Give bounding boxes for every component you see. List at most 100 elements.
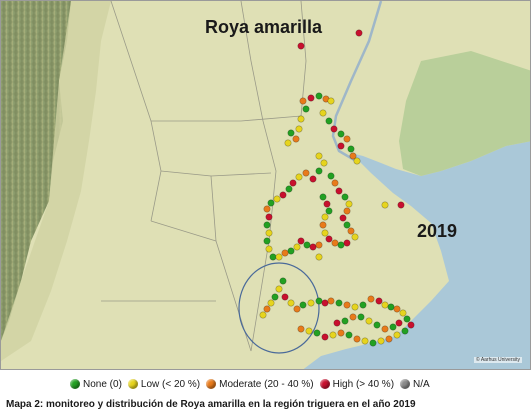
monitoring-point-none	[319, 193, 327, 201]
monitoring-point-low	[297, 115, 305, 123]
monitoring-point-moderate	[319, 221, 327, 229]
monitoring-point-low	[381, 301, 389, 309]
monitoring-point-low	[315, 152, 323, 160]
monitoring-point-none	[279, 277, 287, 285]
parana-river	[331, 1, 383, 163]
legend-dot-gray	[400, 379, 411, 389]
monitoring-point-none	[269, 253, 277, 261]
foothills	[1, 1, 111, 361]
monitoring-point-high	[297, 42, 305, 50]
monitoring-point-none	[343, 221, 351, 229]
monitoring-point-low	[267, 299, 275, 307]
legend: None (0) Low (< 20 %) Moderate (20 - 40 …	[70, 377, 450, 391]
monitoring-point-moderate	[349, 313, 357, 321]
monitoring-point-moderate	[393, 305, 401, 313]
monitoring-point-high	[281, 293, 289, 301]
monitoring-point-none	[287, 247, 295, 255]
monitoring-point-high	[309, 175, 317, 183]
legend-item-high: High (> 40 %)	[319, 378, 395, 390]
monitoring-point-none	[341, 317, 349, 325]
monitoring-point-low	[399, 309, 407, 317]
monitoring-point-high	[321, 299, 329, 307]
monitoring-point-none	[271, 293, 279, 301]
monitoring-point-high	[323, 200, 331, 208]
monitoring-point-high	[289, 179, 297, 187]
monitoring-point-none	[369, 339, 377, 347]
monitoring-point-low	[365, 317, 373, 325]
monitoring-point-none	[263, 237, 271, 245]
monitoring-point-moderate	[353, 335, 361, 343]
monitoring-point-high	[309, 243, 317, 251]
highlight-circle	[238, 262, 320, 354]
monitoring-point-low	[320, 159, 328, 167]
legend-label: N/A	[413, 378, 430, 390]
monitoring-point-none	[335, 299, 343, 307]
monitoring-point-low	[305, 327, 313, 335]
monitoring-point-low	[265, 245, 273, 253]
legend-item-low: Low (< 20 %)	[127, 378, 201, 390]
monitoring-point-low	[361, 337, 369, 345]
legend-item-none: None (0)	[70, 379, 122, 390]
monitoring-point-none	[327, 172, 335, 180]
monitoring-point-moderate	[347, 227, 355, 235]
monitoring-point-none	[315, 297, 323, 305]
monitoring-point-none	[315, 167, 323, 175]
monitoring-point-none	[325, 207, 333, 215]
legend-label: None (0)	[83, 378, 122, 390]
legend-label: Low (< 20 %)	[140, 378, 201, 390]
monitoring-point-low	[377, 337, 385, 345]
monitoring-point-low	[315, 253, 323, 261]
legend-item-na: N/A	[400, 379, 430, 390]
monitoring-point-low	[327, 97, 335, 105]
monitoring-point-moderate	[327, 297, 335, 305]
figure-caption: Mapa 2: monitoreo y distribución de Roya…	[6, 399, 416, 410]
monitoring-point-moderate	[343, 135, 351, 143]
monitoring-point-high	[355, 29, 363, 37]
monitoring-point-none	[313, 329, 321, 337]
monitoring-point-low	[351, 233, 359, 241]
monitoring-point-none	[263, 221, 271, 229]
monitoring-point-moderate	[263, 305, 271, 313]
monitoring-point-moderate	[292, 135, 300, 143]
monitoring-point-moderate	[349, 152, 357, 160]
monitoring-point-high	[339, 214, 347, 222]
monitoring-point-high	[325, 235, 333, 243]
monitoring-point-low	[393, 331, 401, 339]
andes-mountains	[1, 1, 71, 341]
monitoring-point-low	[321, 229, 329, 237]
map-view[interactable]: Roya amarilla 2019 © Aarhus University	[0, 0, 531, 370]
monitoring-point-high	[333, 319, 341, 327]
monitoring-point-high	[297, 237, 305, 245]
monitoring-point-none	[359, 301, 367, 309]
monitoring-point-high	[337, 142, 345, 150]
monitoring-point-low	[321, 213, 329, 221]
monitoring-point-moderate	[299, 97, 307, 105]
monitoring-point-high	[265, 213, 273, 221]
monitoring-points	[259, 29, 415, 347]
monitoring-point-high	[335, 187, 343, 195]
monitoring-point-high	[279, 191, 287, 199]
legend-dot-green	[70, 379, 80, 389]
monitoring-point-high	[330, 125, 338, 133]
monitoring-point-high	[307, 94, 315, 102]
monitoring-point-low	[273, 195, 281, 203]
monitoring-point-low	[381, 201, 389, 209]
monitoring-point-low	[329, 331, 337, 339]
monitoring-point-none	[347, 145, 355, 153]
monitoring-point-low	[351, 303, 359, 311]
monitoring-point-moderate	[331, 239, 339, 247]
monitoring-point-none	[303, 241, 311, 249]
monitoring-point-high	[395, 319, 403, 327]
monitoring-point-high	[375, 297, 383, 305]
map-year: 2019	[417, 221, 458, 241]
monitoring-point-moderate	[337, 329, 345, 337]
monitoring-point-low	[287, 299, 295, 307]
legend-item-moderate: Moderate (20 - 40 %)	[206, 379, 314, 390]
legend-label: High (> 40 %)	[332, 378, 395, 390]
monitoring-point-low	[307, 299, 315, 307]
map-canvas[interactable]	[1, 1, 531, 370]
map-title: Roya amarilla	[205, 17, 323, 37]
ocean	[303, 141, 530, 369]
monitoring-point-moderate	[281, 249, 289, 257]
uruguay-region	[399, 51, 530, 176]
